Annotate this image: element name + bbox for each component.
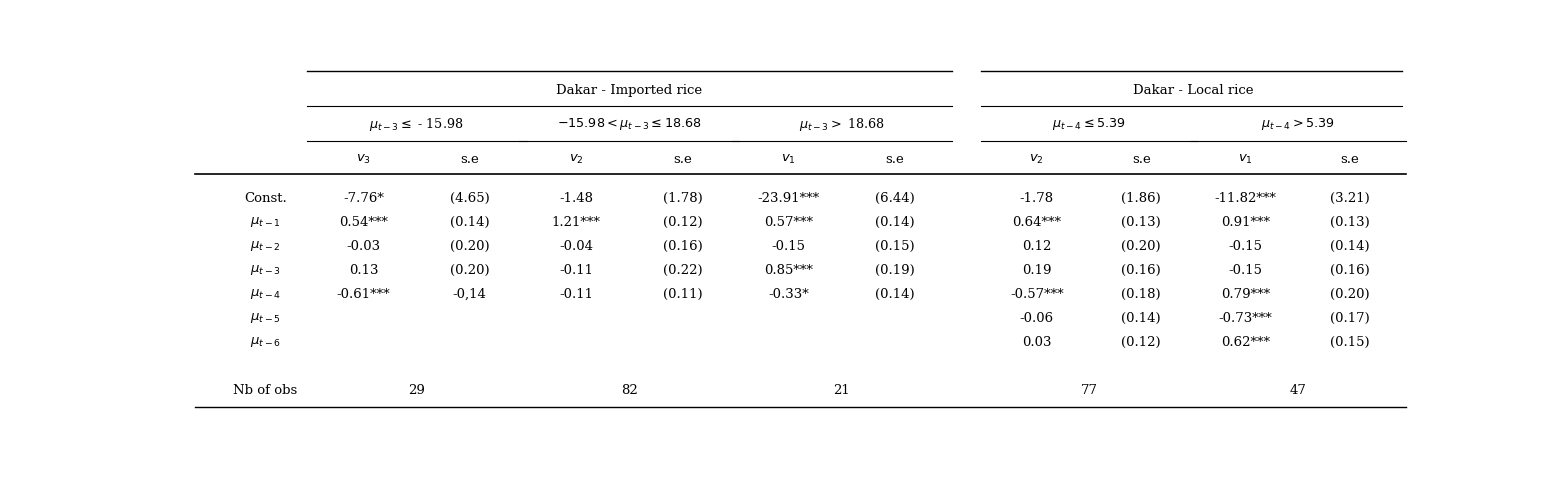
Text: (4.65): (4.65) [450, 192, 489, 204]
Text: (0.16): (0.16) [1122, 264, 1161, 276]
Text: 0.85***: 0.85*** [764, 264, 814, 276]
Text: 77: 77 [1081, 384, 1098, 397]
Text: $\mu_{t-3} \leq$ - 15.98: $\mu_{t-3} \leq$ - 15.98 [369, 116, 464, 132]
Text: -0.33*: -0.33* [769, 288, 809, 300]
Text: (0.18): (0.18) [1122, 288, 1161, 300]
Text: 0.03: 0.03 [1022, 336, 1051, 348]
Text: -23.91***: -23.91*** [758, 192, 820, 204]
Text: -0.11: -0.11 [559, 288, 594, 300]
Text: (0.12): (0.12) [1122, 336, 1161, 348]
Text: -0.57***: -0.57*** [1011, 288, 1064, 300]
Text: $\mu_{t-5}$: $\mu_{t-5}$ [250, 311, 281, 325]
Text: s.e: s.e [461, 153, 480, 166]
Text: $v_1$: $v_1$ [781, 153, 797, 166]
Text: $\mu_{t-3} >$ 18.68: $\mu_{t-3} >$ 18.68 [798, 116, 886, 132]
Text: -1.78: -1.78 [1020, 192, 1054, 204]
Text: 0.64***: 0.64*** [1012, 216, 1061, 228]
Text: Dakar - Local rice: Dakar - Local rice [1132, 84, 1254, 97]
Text: $\mu_{t-4} > 5.39$: $\mu_{t-4} > 5.39$ [1261, 116, 1334, 132]
Text: $v_3$: $v_3$ [356, 153, 370, 166]
Text: 0.79***: 0.79*** [1221, 288, 1270, 300]
Text: 0.91***: 0.91*** [1221, 216, 1270, 228]
Text: 47: 47 [1289, 384, 1306, 397]
Text: -0.15: -0.15 [1229, 264, 1262, 276]
Text: s.e: s.e [673, 153, 692, 166]
Text: -0.15: -0.15 [1229, 240, 1262, 252]
Text: Nb of obs: Nb of obs [233, 384, 298, 397]
Text: 0.62***: 0.62*** [1221, 336, 1270, 348]
Text: 0.19: 0.19 [1022, 264, 1051, 276]
Text: $\mu_{t-2}$: $\mu_{t-2}$ [250, 239, 281, 253]
Text: $v_2$: $v_2$ [1029, 153, 1043, 166]
Text: s.e: s.e [1340, 153, 1359, 166]
Text: -0.11: -0.11 [559, 264, 594, 276]
Text: -1.48: -1.48 [559, 192, 594, 204]
Text: 21: 21 [834, 384, 850, 397]
Text: (0.14): (0.14) [450, 216, 489, 228]
Text: Dakar - Imported rice: Dakar - Imported rice [556, 84, 703, 97]
Text: (0.13): (0.13) [1122, 216, 1161, 228]
Text: (0.15): (0.15) [1331, 336, 1370, 348]
Text: $-15.98 < \mu_{t-3} \leq 18.68$: $-15.98 < \mu_{t-3} \leq 18.68$ [558, 116, 701, 132]
Text: 82: 82 [620, 384, 637, 397]
Text: $\mu_{t-1}$: $\mu_{t-1}$ [250, 215, 281, 229]
Text: $v_2$: $v_2$ [569, 153, 584, 166]
Text: (1.86): (1.86) [1122, 192, 1161, 204]
Text: -0.15: -0.15 [772, 240, 806, 252]
Text: (0.14): (0.14) [1122, 312, 1161, 324]
Text: (0.17): (0.17) [1331, 312, 1370, 324]
Text: 0.13: 0.13 [348, 264, 378, 276]
Text: (0.20): (0.20) [450, 240, 489, 252]
Text: 0.54***: 0.54*** [339, 216, 387, 228]
Text: $\mu_{t-3}$: $\mu_{t-3}$ [250, 263, 281, 277]
Text: s.e: s.e [1132, 153, 1151, 166]
Text: s.e: s.e [886, 153, 904, 166]
Text: -0.03: -0.03 [347, 240, 381, 252]
Text: $\mu_{t-6}$: $\mu_{t-6}$ [250, 335, 281, 349]
Text: -0.06: -0.06 [1020, 312, 1054, 324]
Text: (0.14): (0.14) [875, 288, 915, 300]
Text: 0.12: 0.12 [1022, 240, 1051, 252]
Text: 0.57***: 0.57*** [764, 216, 814, 228]
Text: (0.16): (0.16) [662, 240, 703, 252]
Text: (0.20): (0.20) [1122, 240, 1161, 252]
Text: -0,14: -0,14 [453, 288, 487, 300]
Text: (0.16): (0.16) [1331, 264, 1370, 276]
Text: $\mu_{t-4}$: $\mu_{t-4}$ [250, 287, 281, 301]
Text: -11.82***: -11.82*** [1215, 192, 1276, 204]
Text: -7.76*: -7.76* [344, 192, 384, 204]
Text: (0.20): (0.20) [1331, 288, 1370, 300]
Text: (0.12): (0.12) [662, 216, 703, 228]
Text: 29: 29 [408, 384, 425, 397]
Text: (0.20): (0.20) [450, 264, 489, 276]
Text: -0.73***: -0.73*** [1218, 312, 1273, 324]
Text: (0.14): (0.14) [875, 216, 915, 228]
Text: (6.44): (6.44) [875, 192, 915, 204]
Text: $v_1$: $v_1$ [1239, 153, 1253, 166]
Text: (0.11): (0.11) [662, 288, 703, 300]
Text: Const.: Const. [244, 192, 287, 204]
Text: $\mu_{t-4} \leq 5.39$: $\mu_{t-4} \leq 5.39$ [1053, 116, 1126, 132]
Text: -0.04: -0.04 [559, 240, 594, 252]
Text: (0.13): (0.13) [1331, 216, 1370, 228]
Text: 1.21***: 1.21*** [551, 216, 600, 228]
Text: (0.15): (0.15) [875, 240, 915, 252]
Text: (0.19): (0.19) [875, 264, 915, 276]
Text: -0.61***: -0.61*** [336, 288, 390, 300]
Text: (3.21): (3.21) [1331, 192, 1370, 204]
Text: (0.14): (0.14) [1331, 240, 1370, 252]
Text: (1.78): (1.78) [662, 192, 703, 204]
Text: (0.22): (0.22) [662, 264, 703, 276]
